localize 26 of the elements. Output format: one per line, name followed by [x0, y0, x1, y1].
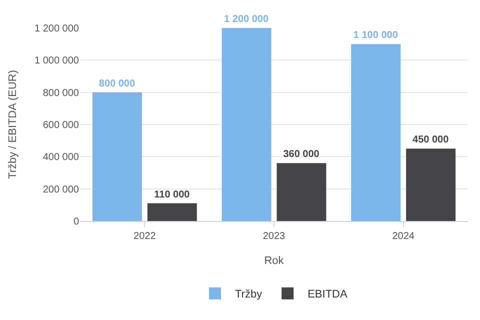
y-tick-label: 1 200 000 — [34, 24, 80, 34]
y-tick-label: 600 000 — [42, 120, 80, 131]
y-axis-title: Tržby / EBITDA (EUR) — [7, 70, 20, 179]
data-label: 110 000 — [154, 189, 190, 200]
data-label: 450 000 — [412, 134, 450, 146]
y-tick-label: 800 000 — [42, 88, 80, 99]
data-label: 360 000 — [283, 149, 320, 160]
bar — [351, 44, 401, 221]
data-label: 1 100 000 — [353, 30, 398, 42]
bar — [92, 92, 142, 221]
x-tick-label: 2022 — [134, 231, 156, 242]
bar — [406, 148, 456, 221]
y-tick-label: 1 000 000 — [34, 56, 80, 67]
legend-label: EBITDA — [308, 288, 348, 301]
x-tick-label: 2023 — [262, 231, 286, 242]
bar — [147, 203, 197, 221]
y-tick-label: 400 000 — [42, 152, 80, 164]
bar — [222, 28, 272, 221]
y-tick-label: 200 000 — [42, 184, 80, 196]
data-label: 800 000 — [98, 78, 136, 90]
x-axis-title: Rok — [264, 255, 284, 268]
x-tick-label: 2024 — [392, 231, 415, 242]
data-label: 1 200 000 — [224, 14, 269, 25]
y-tick-label: 0 — [73, 216, 80, 228]
legend-label: Tržby — [235, 288, 263, 301]
bar — [276, 163, 326, 221]
